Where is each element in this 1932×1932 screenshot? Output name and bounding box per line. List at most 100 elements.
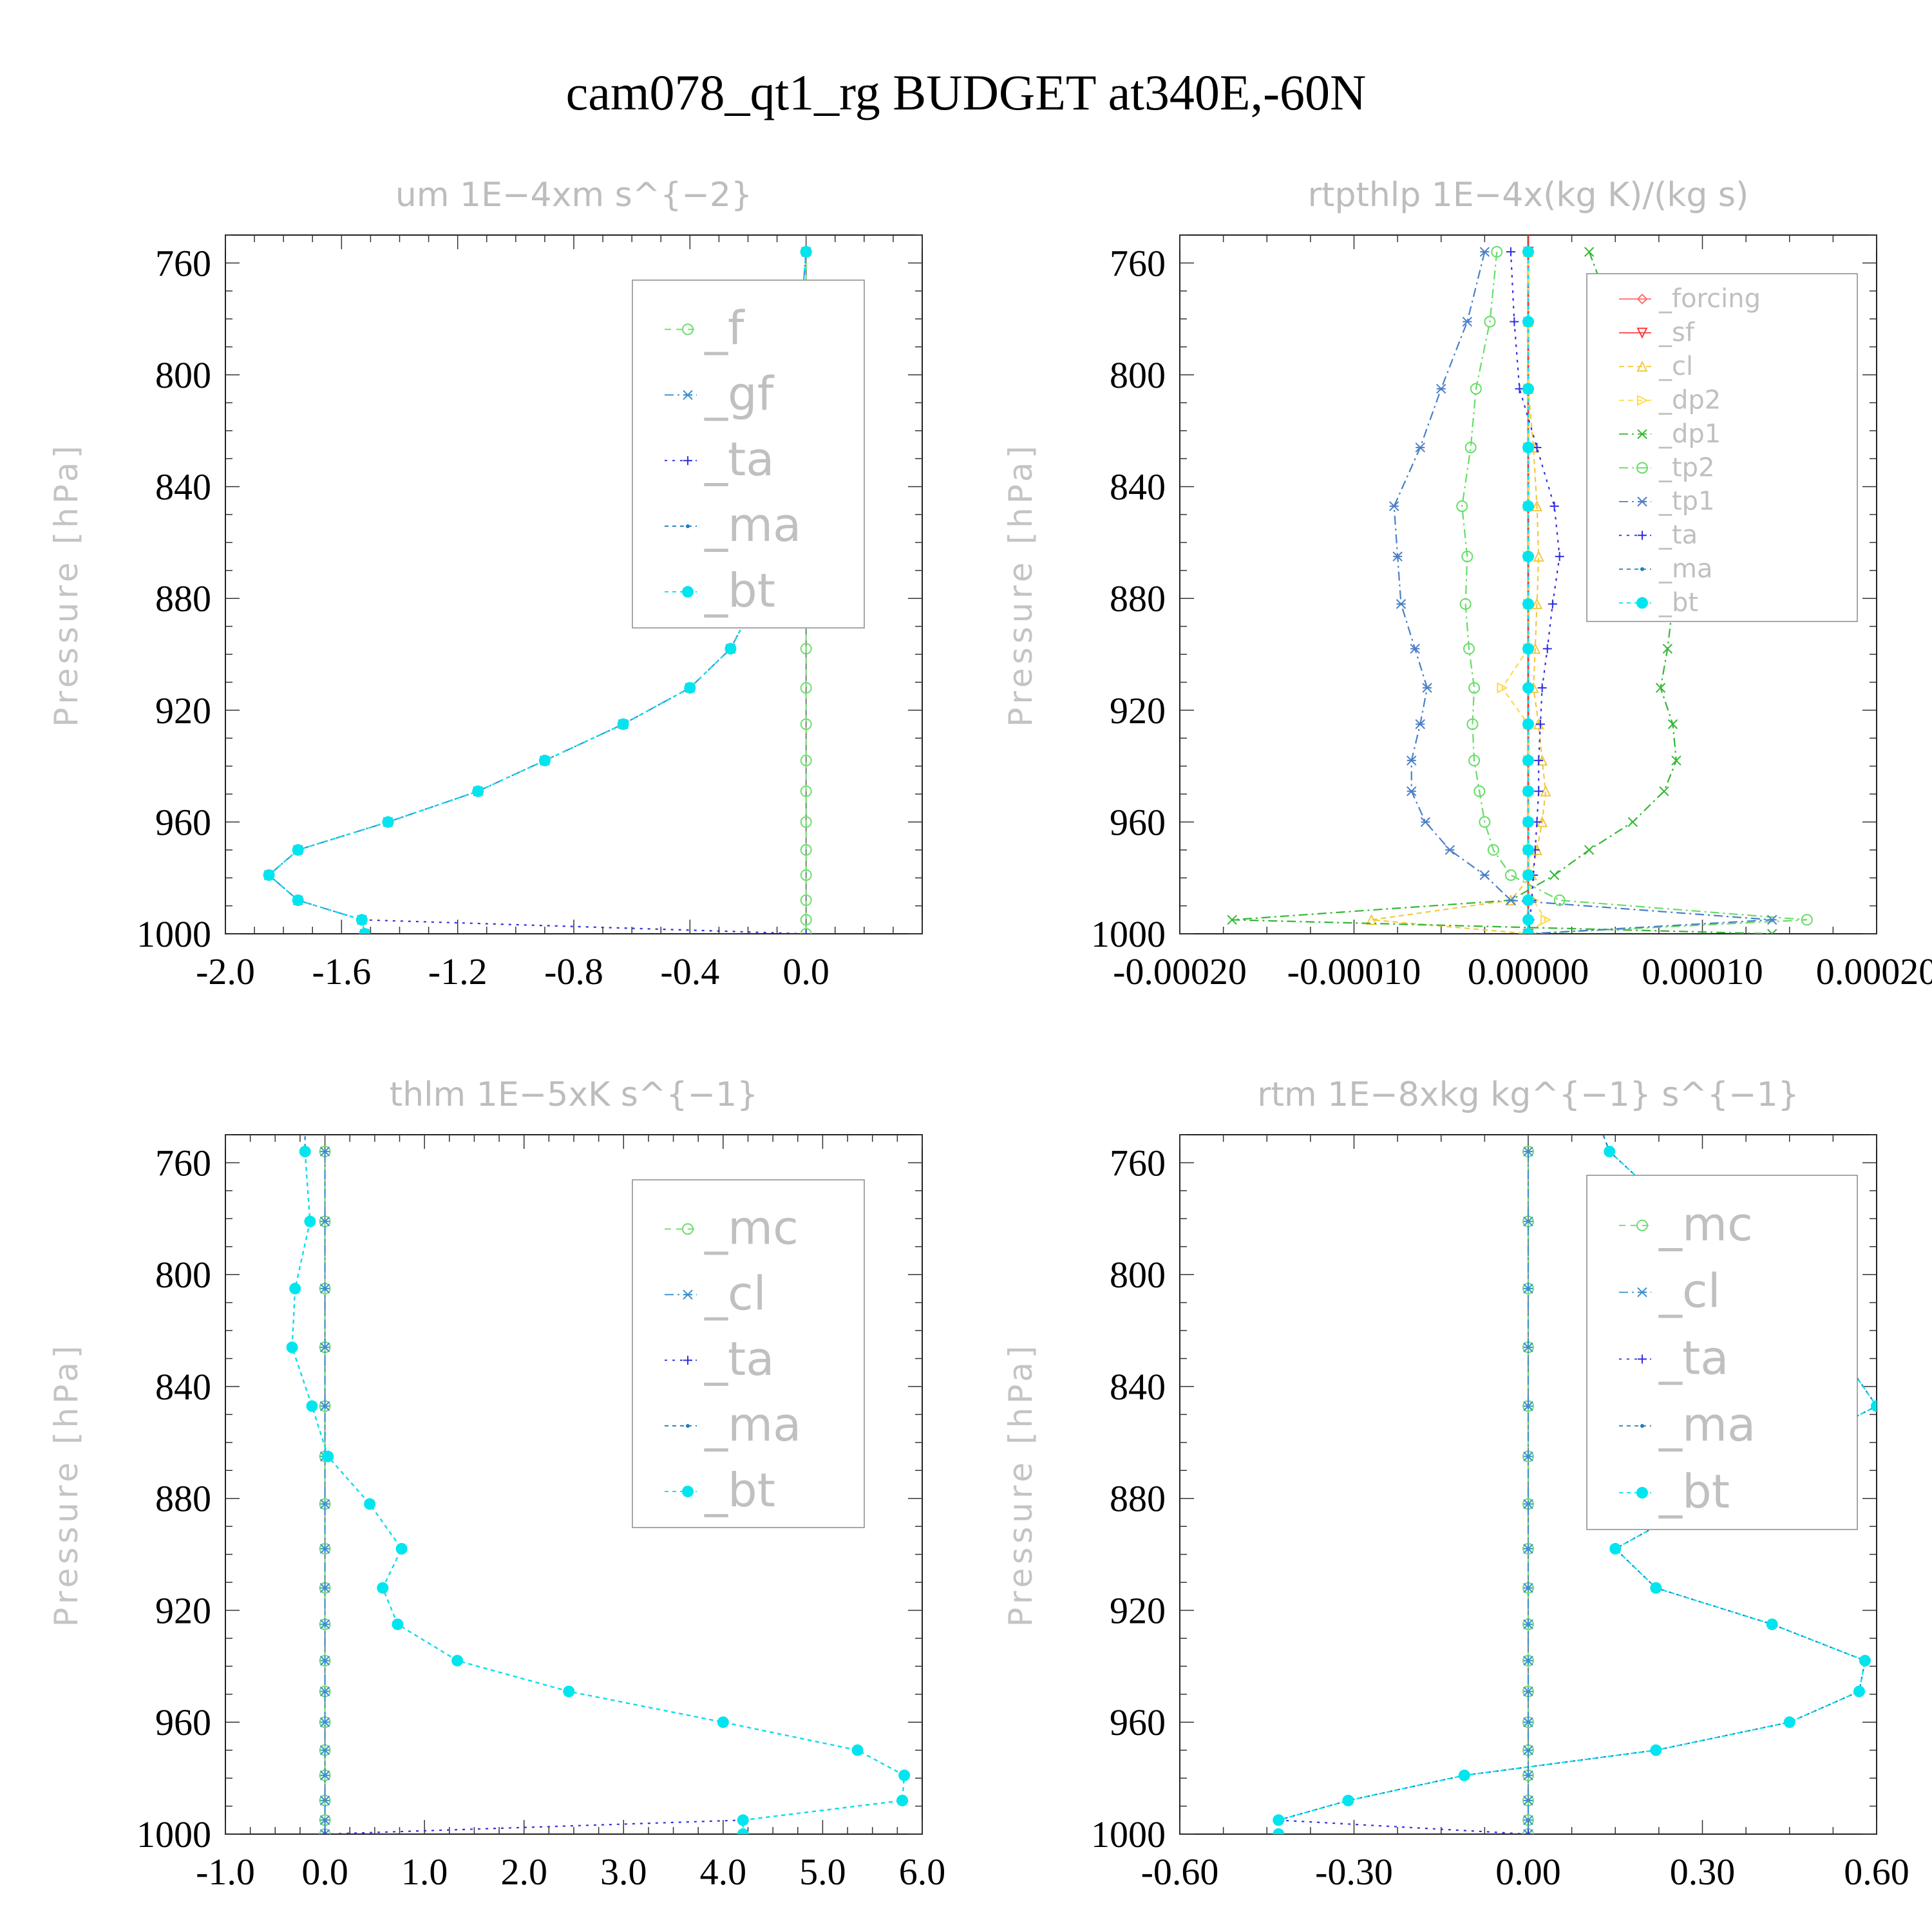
data-point (1659, 786, 1669, 797)
data-point (1609, 1542, 1622, 1555)
x-tick-label: 3.0 (600, 1851, 647, 1893)
data-point (1540, 914, 1552, 925)
legend-marker (1638, 1354, 1647, 1364)
data-point (1406, 786, 1417, 797)
data-point (292, 894, 304, 906)
data-point (319, 1795, 330, 1806)
legend-marker (682, 1223, 694, 1235)
data-point (263, 869, 275, 881)
data-point (1463, 643, 1475, 655)
data-point (1484, 316, 1496, 328)
legend-marker (682, 323, 694, 336)
data-point (1540, 785, 1551, 797)
data-point (1479, 816, 1491, 828)
legend-label: _mc (704, 1200, 799, 1255)
legend-marker (1636, 327, 1648, 339)
y-tick-label: 840 (1110, 1366, 1166, 1408)
data-point (1783, 1716, 1795, 1728)
legend-marker (1637, 1287, 1647, 1298)
legend-label: _bt (704, 564, 775, 618)
legend-box (1586, 1175, 1858, 1530)
data-point (800, 914, 812, 926)
legend-label: _cl (1658, 1264, 1721, 1318)
panel-4: rtm 1E−8xkg kg^{−1} s^{−1} Pressure [hPa]… (1002, 1075, 1909, 1893)
data-point (1522, 316, 1534, 328)
x-tick-label: 5.0 (799, 1851, 846, 1893)
data-point (319, 1619, 330, 1629)
data-point (800, 785, 812, 797)
data-point (1522, 928, 1534, 934)
data-point (1464, 441, 1477, 453)
data-point (1497, 682, 1508, 694)
y-tick-label: 1000 (137, 1814, 211, 1855)
data-point (1342, 1794, 1354, 1806)
legend-label: _dp2 (1658, 385, 1721, 415)
data-point (1534, 786, 1544, 796)
x-tick-label: -0.00010 (1287, 951, 1421, 992)
legend-marker (1636, 293, 1648, 305)
y-tick-label: 920 (155, 690, 211, 732)
data-point (1522, 894, 1534, 906)
data-point (684, 682, 696, 694)
data-point (1523, 1216, 1533, 1227)
data-point (1522, 1654, 1534, 1667)
data-point (1766, 914, 1777, 925)
data-point (1655, 683, 1666, 693)
legend-marker (683, 1289, 693, 1300)
legend-label: _cl (704, 1266, 766, 1320)
x-tick-label: 0.00010 (1642, 951, 1763, 992)
figure-title: cam078_qt1_rg BUDGET at340E,-60N (566, 64, 1367, 120)
data-point (319, 1542, 331, 1555)
y-axis-label: Pressure [hPa] (48, 442, 85, 727)
data-point (1522, 1542, 1534, 1555)
data-point (319, 1146, 330, 1157)
data-point (1671, 755, 1681, 766)
x-tick-label: 6.0 (899, 1851, 946, 1893)
y-tick-label: 920 (1110, 690, 1166, 732)
data-point (304, 1215, 316, 1227)
data-point (1522, 441, 1534, 453)
data-point (1531, 500, 1543, 511)
data-point (1406, 755, 1417, 766)
data-point (1523, 1655, 1533, 1666)
data-point (1523, 1544, 1533, 1554)
y-tick-label: 840 (155, 1366, 211, 1408)
legend: _mc _cl _ta _ma _bt (632, 1179, 865, 1528)
data-point (1871, 1400, 1877, 1412)
y-tick-label: 840 (155, 466, 211, 508)
legend-marker (1637, 497, 1647, 507)
data-point (1468, 682, 1481, 694)
data-point (1522, 718, 1534, 730)
data-point (1667, 719, 1678, 730)
data-point (1456, 500, 1468, 512)
data-point (1410, 643, 1420, 654)
data-point (1479, 247, 1490, 257)
legend-label: _tp1 (1658, 487, 1715, 516)
panel-title: rtpthlp 1E−4x(kg K)/(kg s) (1308, 176, 1749, 214)
data-point (319, 1655, 330, 1666)
legend-label: _tp2 (1658, 453, 1715, 482)
data-point (319, 1770, 330, 1781)
x-tick-label: 0.00000 (1468, 951, 1589, 992)
data-point (451, 1654, 464, 1667)
data-point (851, 1744, 864, 1756)
series-line-ta (1510, 251, 1560, 934)
legend-label: _cl (1658, 352, 1693, 381)
data-point (1853, 1685, 1865, 1698)
series-line-tp2 (1461, 251, 1807, 934)
data-point (800, 682, 812, 694)
data-point (717, 1716, 729, 1728)
legend-box (1586, 273, 1858, 622)
data-point (1522, 914, 1534, 926)
legend-marker (683, 456, 692, 466)
data-point (898, 1769, 911, 1781)
data-point (1396, 599, 1406, 609)
data-point (306, 1400, 318, 1412)
data-point (1523, 1745, 1533, 1756)
x-tick-label: -1.6 (312, 951, 371, 992)
data-point (724, 643, 737, 655)
y-tick-label: 800 (1110, 354, 1166, 396)
data-point (1535, 719, 1545, 729)
data-point (1504, 869, 1517, 881)
